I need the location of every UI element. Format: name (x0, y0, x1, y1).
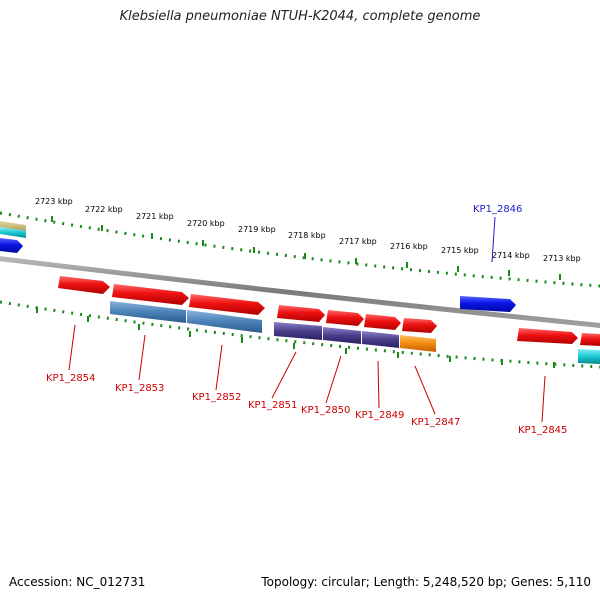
lower-tick-ruler (0, 300, 600, 369)
feature-steel-2852[interactable] (187, 310, 262, 333)
ruler-label: 2715 kbp (441, 246, 479, 255)
upper-tick-ruler: 2723 kbp 2722 kbp 2721 kbp 2720 kbp 2719… (0, 197, 600, 288)
ruler-label: 2717 kbp (339, 237, 377, 246)
leader-line (541, 375, 546, 423)
ruler-label: 2719 kbp (238, 225, 276, 234)
genome-backbone (0, 256, 600, 329)
gene-KP1_2851[interactable] (277, 305, 325, 322)
gene-KP1_2847[interactable] (402, 318, 437, 333)
gene-KP1_2849[interactable] (364, 314, 401, 330)
gene-partial-red-right[interactable] (580, 333, 600, 346)
map-title: Klebsiella pneumoniae NTUH-K2044, comple… (119, 9, 481, 24)
feature-orange-2847[interactable] (400, 335, 436, 352)
gene-label[interactable]: KP1_2846 (473, 204, 522, 215)
feature-purple-2850[interactable] (323, 327, 361, 344)
ruler-label: 2722 kbp (85, 205, 123, 214)
feature-steel-2853[interactable] (110, 301, 186, 323)
forward-strand-genes (58, 276, 600, 346)
accession-text: Accession: NC_012731 (9, 575, 146, 589)
feature-purple-2851[interactable] (274, 322, 322, 340)
gene-KP1_2846[interactable] (460, 296, 516, 312)
gene-labels: KP1_2854 KP1_2853 KP1_2852 KP1_2851 KP1_… (46, 204, 567, 436)
gene-label[interactable]: KP1_2845 (518, 425, 567, 436)
ruler-label: 2713 kbp (543, 254, 581, 263)
genome-stats-text: Topology: circular; Length: 5,248,520 bp… (261, 575, 591, 589)
gene-partial-blue[interactable] (0, 238, 23, 253)
annotation-features (110, 301, 600, 364)
ruler-label: 2718 kbp (288, 231, 326, 240)
gene-partial-cyan[interactable] (0, 227, 26, 238)
ruler-label: 2720 kbp (187, 219, 225, 228)
gene-label[interactable]: KP1_2852 (192, 392, 241, 403)
gene-label[interactable]: KP1_2850 (301, 405, 350, 416)
leader-line (68, 324, 76, 371)
leader-line (138, 334, 146, 381)
ruler-label: 2723 kbp (35, 197, 73, 206)
feature-purple-2849[interactable] (362, 331, 399, 348)
gene-label[interactable]: KP1_2847 (411, 417, 460, 428)
leader-line (491, 216, 496, 263)
gene-KP1_2845[interactable] (517, 328, 578, 344)
gene-KP1_2850[interactable] (326, 310, 364, 326)
ruler-label: 2714 kbp (492, 251, 530, 260)
leader-line (414, 365, 436, 415)
leader-line (271, 351, 297, 399)
gene-KP1_2852[interactable] (189, 294, 265, 315)
ruler-label: 2716 kbp (390, 242, 428, 251)
gene-label[interactable]: KP1_2854 (46, 373, 95, 384)
leader-line (325, 355, 342, 404)
feature-cyan-2845[interactable] (578, 349, 600, 364)
gene-label[interactable]: KP1_2851 (248, 400, 297, 411)
ruler-label: 2721 kbp (136, 212, 174, 221)
gene-label[interactable]: KP1_2853 (115, 383, 164, 394)
gene-KP1_2854[interactable] (58, 276, 110, 294)
gene-label[interactable]: KP1_2849 (355, 410, 404, 421)
leader-line (377, 360, 380, 409)
gene-KP1_2853[interactable] (112, 284, 189, 305)
leader-line (215, 344, 223, 391)
gene-partial-tan[interactable] (0, 221, 26, 231)
